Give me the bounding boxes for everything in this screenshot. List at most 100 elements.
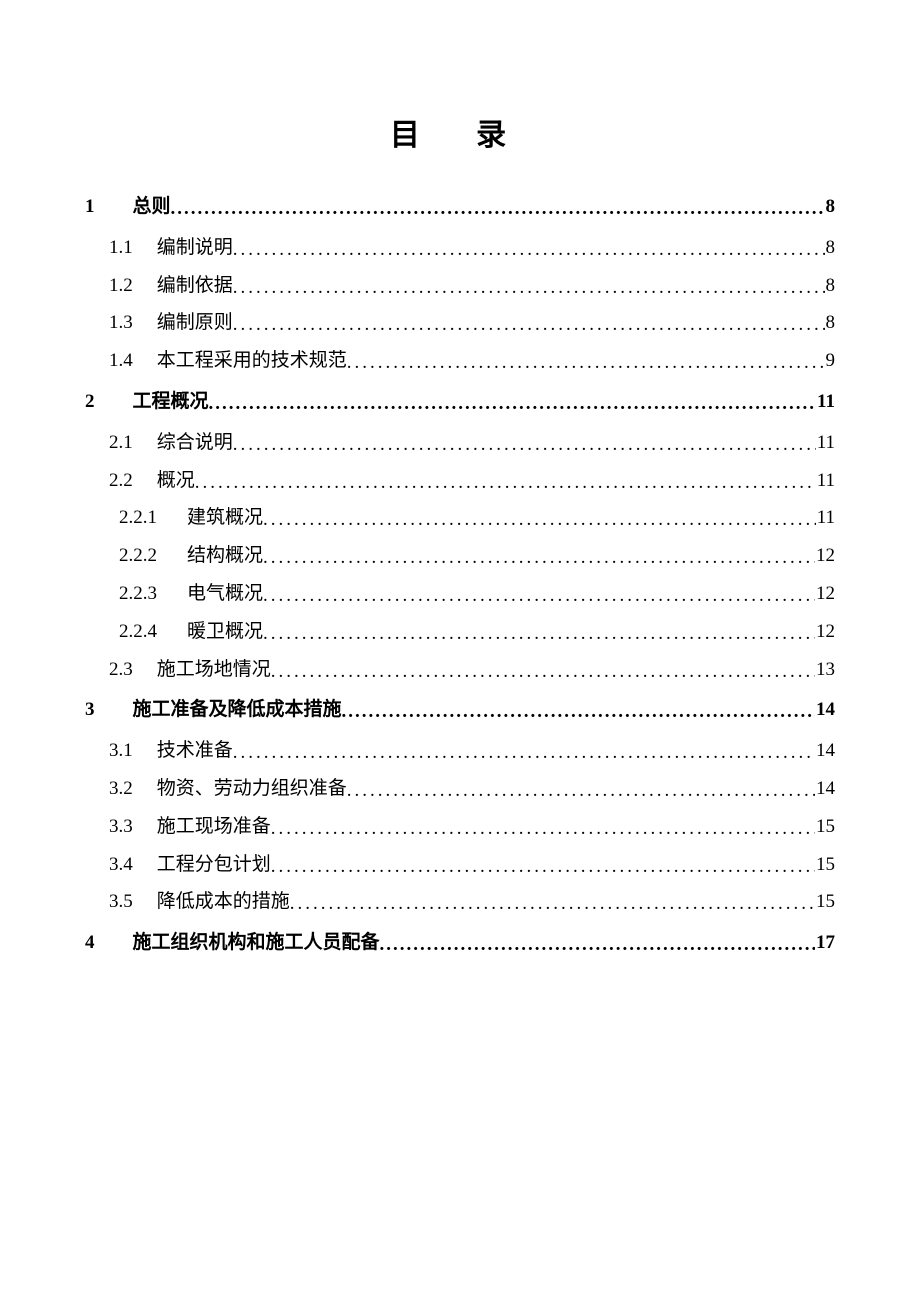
- toc-entry-number: 2: [85, 391, 95, 414]
- toc-entry-page: 12: [815, 545, 835, 568]
- toc-entry-number: 3.1: [109, 740, 133, 763]
- toc-leader-dots: [233, 434, 816, 457]
- toc-entry-number: 3.2: [109, 778, 133, 801]
- toc-entry-text: 总则: [133, 196, 171, 219]
- toc-entry-number: 2.1: [109, 432, 133, 455]
- toc-entry-number: 3: [85, 699, 95, 722]
- toc-entry-text: 施工现场准备: [157, 816, 271, 839]
- toc-entry: 3 施工准备及降低成本措施 14: [85, 699, 835, 722]
- toc-entry: 2.2.2 结构概况 12: [85, 545, 835, 568]
- toc-entry-page: 12: [815, 621, 835, 644]
- toc-entry-text: 技术准备: [157, 740, 233, 763]
- toc-entry-page: 12: [815, 583, 835, 606]
- toc-entry-page: 11: [816, 470, 835, 493]
- toc-entry-text: 结构概况: [187, 545, 263, 568]
- toc-entry-text: 综合说明: [157, 432, 233, 455]
- toc-entry-page: 11: [816, 432, 835, 455]
- toc-entry: 2.2.1 建筑概况 11: [85, 507, 835, 530]
- toc-entry-number: 1.3: [109, 312, 133, 335]
- toc-entry: 4 施工组织机构和施工人员配备 17: [85, 932, 835, 955]
- toc-entry: 2.2.4 暖卫概况 12: [85, 621, 835, 644]
- toc-entry-text: 编制原则: [157, 312, 233, 335]
- toc-leader-dots: [233, 314, 825, 337]
- toc-entry-text: 本工程采用的技术规范: [157, 350, 347, 373]
- toc-entry: 1.4 本工程采用的技术规范 9: [85, 350, 835, 373]
- toc-entry: 2.3 施工场地情况 13: [85, 659, 835, 682]
- toc-entry-text: 降低成本的措施: [157, 891, 290, 914]
- toc-entry: 1总则8: [85, 196, 835, 219]
- toc-entry: 3.4 工程分包计划 15: [85, 854, 835, 877]
- toc-entry-number: 3.3: [109, 816, 133, 839]
- toc-entry: 1.1 编制说明 8: [85, 237, 835, 260]
- toc-entry-page: 14: [815, 699, 835, 722]
- toc-leader-dots: [195, 472, 816, 495]
- toc-entry-text: 建筑概况: [187, 507, 263, 530]
- toc-entry-text: 编制依据: [157, 275, 233, 298]
- toc-entry-number: 3.5: [109, 891, 133, 914]
- toc-entry: 3.5 降低成本的措施 15: [85, 891, 835, 914]
- toc-leader-dots: [263, 547, 815, 570]
- toc-entry-page: 11: [816, 507, 835, 530]
- toc-entry-number: 2.2.1: [119, 507, 157, 530]
- toc-entry-number: 2.2.2: [119, 545, 157, 568]
- toc-leader-dots: [209, 393, 817, 416]
- toc-leader-dots: [171, 198, 825, 221]
- toc-leader-dots: [233, 239, 825, 262]
- toc-entry-page: 8: [825, 237, 836, 260]
- toc-entry: 2.2.3 电气概况 12: [85, 583, 835, 606]
- toc-entry-text: 施工场地情况: [157, 659, 271, 682]
- toc-entry-page: 14: [815, 740, 835, 763]
- toc-leader-dots: [342, 701, 815, 724]
- toc-entry-number: 1.2: [109, 275, 133, 298]
- toc-entry: 1.2 编制依据 8: [85, 275, 835, 298]
- toc-leader-dots: [233, 277, 825, 300]
- toc-leader-dots: [347, 780, 815, 803]
- toc-entry-text: 施工准备及降低成本措施: [133, 699, 342, 722]
- toc-entry-text: 工程概况: [133, 391, 209, 414]
- toc-entry-page: 8: [825, 275, 836, 298]
- toc-leader-dots: [347, 352, 825, 375]
- toc-leader-dots: [263, 585, 815, 608]
- toc-entry-page: 15: [815, 854, 835, 877]
- toc-entry-number: 2.3: [109, 659, 133, 682]
- toc-entry-number: 2.2.3: [119, 583, 157, 606]
- toc-entry-text: 暖卫概况: [187, 621, 263, 644]
- toc-list: 1总则81.1编制说明81.2编制依据81.3编制原则81.4本工程采用的技术规…: [85, 196, 835, 955]
- toc-entry-page: 15: [815, 816, 835, 839]
- toc-entry-number: 4: [85, 932, 95, 955]
- toc-entry: 3.2物资、劳动力组织准备14: [85, 778, 835, 801]
- toc-entry-page: 8: [825, 312, 836, 335]
- toc-entry-page: 9: [825, 350, 836, 373]
- toc-entry-page: 17: [815, 932, 835, 955]
- toc-entry-number: 1.1: [109, 237, 133, 260]
- toc-leader-dots: [290, 893, 815, 916]
- toc-leader-dots: [271, 661, 815, 684]
- toc-entry-number: 1.4: [109, 350, 133, 373]
- toc-leader-dots: [271, 856, 815, 879]
- toc-title: 目 录: [85, 110, 835, 154]
- toc-entry-text: 工程分包计划: [157, 854, 271, 877]
- toc-entry-page: 11: [816, 391, 835, 414]
- toc-entry: 2.1 综合说明 11: [85, 432, 835, 455]
- toc-leader-dots: [233, 742, 815, 765]
- toc-entry-number: 3.4: [109, 854, 133, 877]
- toc-entry-text: 物资、劳动力组织准备: [157, 778, 347, 801]
- toc-leader-dots: [271, 818, 815, 841]
- toc-entry: 3.1 技术准备 14: [85, 740, 835, 763]
- toc-leader-dots: [263, 623, 815, 646]
- toc-entry-text: 概况: [157, 470, 195, 493]
- toc-leader-dots: [263, 509, 816, 532]
- toc-entry: 2 工程概况 11: [85, 391, 835, 414]
- toc-leader-dots: [380, 934, 815, 957]
- toc-entry-page: 8: [825, 196, 836, 219]
- toc-entry-text: 施工组织机构和施工人员配备: [133, 932, 380, 955]
- toc-entry: 2.2 概况 11: [85, 470, 835, 493]
- toc-entry-page: 15: [815, 891, 835, 914]
- toc-entry: 3.3 施工现场准备 15: [85, 816, 835, 839]
- toc-entry-text: 编制说明: [157, 237, 233, 260]
- toc-entry-page: 13: [815, 659, 835, 682]
- toc-entry-number: 2.2.4: [119, 621, 157, 644]
- toc-entry-number: 2.2: [109, 470, 133, 493]
- toc-entry-text: 电气概况: [187, 583, 263, 606]
- toc-entry: 1.3 编制原则 8: [85, 312, 835, 335]
